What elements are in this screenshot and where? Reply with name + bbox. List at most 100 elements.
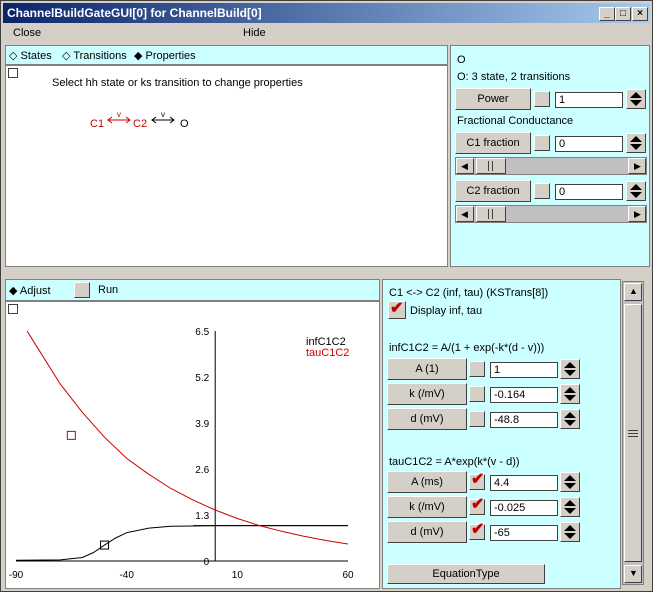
- inf-d-button[interactable]: d (mV): [387, 408, 467, 430]
- x-tick-label: 60: [342, 570, 354, 581]
- tau-k-button[interactable]: k (/mV): [387, 496, 467, 518]
- inf-tau-chart: 0 1.3 2.6 3.9 5.2 6.5 -90 -40 10 60: [9, 327, 354, 581]
- arrow-label-v1: v: [117, 110, 121, 119]
- legend-tau: tauC1C2: [306, 347, 350, 359]
- tau-A-checkbox[interactable]: ✔: [469, 471, 485, 490]
- y-tick-label: 6.5: [195, 327, 209, 338]
- title-bar: ChannelBuildGateGUI[0] for ChannelBuild[…: [3, 3, 650, 23]
- tau-k-field[interactable]: -0.025: [490, 500, 558, 516]
- scroll-thumb[interactable]: [624, 304, 642, 562]
- power-checkbox[interactable]: [534, 91, 550, 107]
- radio-adjust[interactable]: ◆ Adjust: [9, 285, 51, 297]
- radio-properties[interactable]: ◆ Properties: [134, 50, 196, 62]
- transition-scrollbar[interactable]: ▲ ▼: [622, 281, 644, 585]
- c2-fraction-field[interactable]: 0: [555, 184, 623, 200]
- minimize-button[interactable]: _: [599, 7, 615, 21]
- graph-canvas[interactable]: 0 1.3 2.6 3.9 5.2 6.5 -90 -40 10 60 infC1C2 tauC1…: [5, 301, 380, 589]
- y-tick-label: 3.9: [195, 419, 209, 430]
- inf-k-field[interactable]: -0.164: [490, 387, 558, 403]
- y-tick-label: 1.3: [195, 511, 209, 522]
- c2-slider-right-arrow[interactable]: ▶: [628, 206, 646, 222]
- y-tick-label: 0: [204, 557, 210, 568]
- marker-infC1C2[interactable]: [100, 540, 110, 550]
- series-tauC1C2: [26, 330, 349, 545]
- marker-tauC1C2[interactable]: [66, 430, 76, 440]
- state-c2[interactable]: C2: [133, 118, 148, 130]
- scroll-down-arrow[interactable]: ▼: [624, 565, 642, 583]
- display-inf-tau-label: Display inf, tau: [410, 305, 483, 317]
- c2-fraction-checkbox[interactable]: [534, 183, 550, 199]
- inf-d-checkbox[interactable]: [469, 411, 485, 427]
- x-tick-label: 10: [232, 570, 244, 581]
- maximize-button[interactable]: □: [615, 7, 631, 21]
- c1-fraction-field[interactable]: 0: [555, 136, 623, 152]
- menu-bar: Close Hide: [3, 24, 650, 44]
- inf-k-button[interactable]: k (/mV): [387, 383, 467, 405]
- power-field[interactable]: 1: [555, 92, 623, 108]
- c1-fraction-button[interactable]: C1 fraction: [455, 132, 531, 154]
- c2-slider-thumb[interactable]: [476, 206, 506, 222]
- window-title: ChannelBuildGateGUI[0] for ChannelBuild[…: [7, 6, 262, 20]
- c2-fraction-spinner[interactable]: [626, 181, 646, 201]
- c1-slider-right-arrow[interactable]: ▶: [628, 158, 646, 174]
- radio-states[interactable]: ◇ States: [9, 50, 52, 62]
- top-tab-strip: ◇ States ◇ Transitions ◆ Properties: [5, 45, 448, 65]
- state-diagram-canvas[interactable]: Select hh state or ks transition to chan…: [5, 65, 448, 267]
- arrow-label-v2: v: [161, 110, 165, 119]
- y-tick-label: 2.6: [195, 465, 209, 476]
- legend-inf: infC1C2: [306, 336, 346, 348]
- bottom-tab-strip: ◆ Adjust Run: [5, 279, 380, 301]
- fractional-conductance-title: Fractional Conductance: [457, 115, 574, 127]
- inf-A-spinner[interactable]: [560, 359, 580, 379]
- c1-slider-left-arrow[interactable]: ◀: [456, 158, 474, 174]
- inf-equation: infC1C2 = A/(1 + exp(-k*(d - v))): [389, 342, 545, 354]
- c2-slider-left-arrow[interactable]: ◀: [456, 206, 474, 222]
- state-o[interactable]: O: [180, 118, 189, 130]
- inf-d-spinner[interactable]: [560, 409, 580, 429]
- run-checkbox[interactable]: [74, 282, 90, 298]
- menu-close[interactable]: Close: [13, 27, 42, 39]
- close-window-button[interactable]: ×: [632, 7, 648, 21]
- run-label: Run: [98, 284, 119, 296]
- scroll-up-arrow[interactable]: ▲: [624, 283, 642, 301]
- c1-fraction-checkbox[interactable]: [534, 135, 550, 151]
- power-button[interactable]: Power: [455, 88, 531, 110]
- tau-k-checkbox[interactable]: ✔: [469, 496, 485, 515]
- tau-d-checkbox[interactable]: ✔: [469, 521, 485, 540]
- tau-A-field[interactable]: 4.4: [490, 475, 558, 491]
- inf-A-field[interactable]: 1: [490, 362, 558, 378]
- y-tick-label: 5.2: [195, 373, 209, 384]
- menu-hide[interactable]: Hide: [243, 27, 266, 39]
- c2-fraction-slider[interactable]: ◀ ▶: [455, 205, 647, 223]
- tau-d-spinner[interactable]: [560, 522, 580, 542]
- c1-fraction-spinner[interactable]: [626, 133, 646, 153]
- transition-header: C1 <-> C2 (inf, tau) (KSTrans[8]): [389, 287, 549, 299]
- state-c1[interactable]: C1: [90, 118, 105, 130]
- display-inf-tau-checkbox[interactable]: ✔: [388, 301, 406, 319]
- inf-k-checkbox[interactable]: [469, 386, 485, 402]
- properties-panel: O O: 3 state, 2 transitions Power 1 Frac…: [450, 45, 650, 267]
- inf-A-button[interactable]: A (1): [387, 358, 467, 380]
- x-tick-label: -90: [9, 570, 24, 581]
- inf-k-spinner[interactable]: [560, 384, 580, 404]
- tau-equation: tauC1C2 = A*exp(k*(v - d)): [389, 456, 520, 468]
- c2-fraction-button[interactable]: C2 fraction: [455, 180, 531, 202]
- equation-type-button[interactable]: EquationType: [387, 564, 545, 584]
- tau-A-button[interactable]: A (ms): [387, 471, 467, 493]
- tau-d-button[interactable]: d (mV): [387, 521, 467, 543]
- c1-fraction-slider[interactable]: ◀ ▶: [455, 157, 647, 175]
- inf-d-field[interactable]: -48.8: [490, 412, 558, 428]
- canvas-menu-box[interactable]: [8, 68, 18, 78]
- radio-transitions[interactable]: ◇ Transitions: [62, 50, 127, 62]
- tau-d-field[interactable]: -65: [490, 525, 558, 541]
- transition-arrows[interactable]: [106, 110, 196, 130]
- power-spinner[interactable]: [626, 89, 646, 109]
- canvas-hint: Select hh state or ks transition to chan…: [52, 77, 303, 89]
- series-infC1C2: [15, 525, 348, 561]
- c1-slider-thumb[interactable]: [476, 158, 506, 174]
- graph-menu-box[interactable]: [8, 304, 18, 314]
- tau-A-spinner[interactable]: [560, 472, 580, 492]
- inf-A-checkbox[interactable]: [469, 361, 485, 377]
- tau-k-spinner[interactable]: [560, 497, 580, 517]
